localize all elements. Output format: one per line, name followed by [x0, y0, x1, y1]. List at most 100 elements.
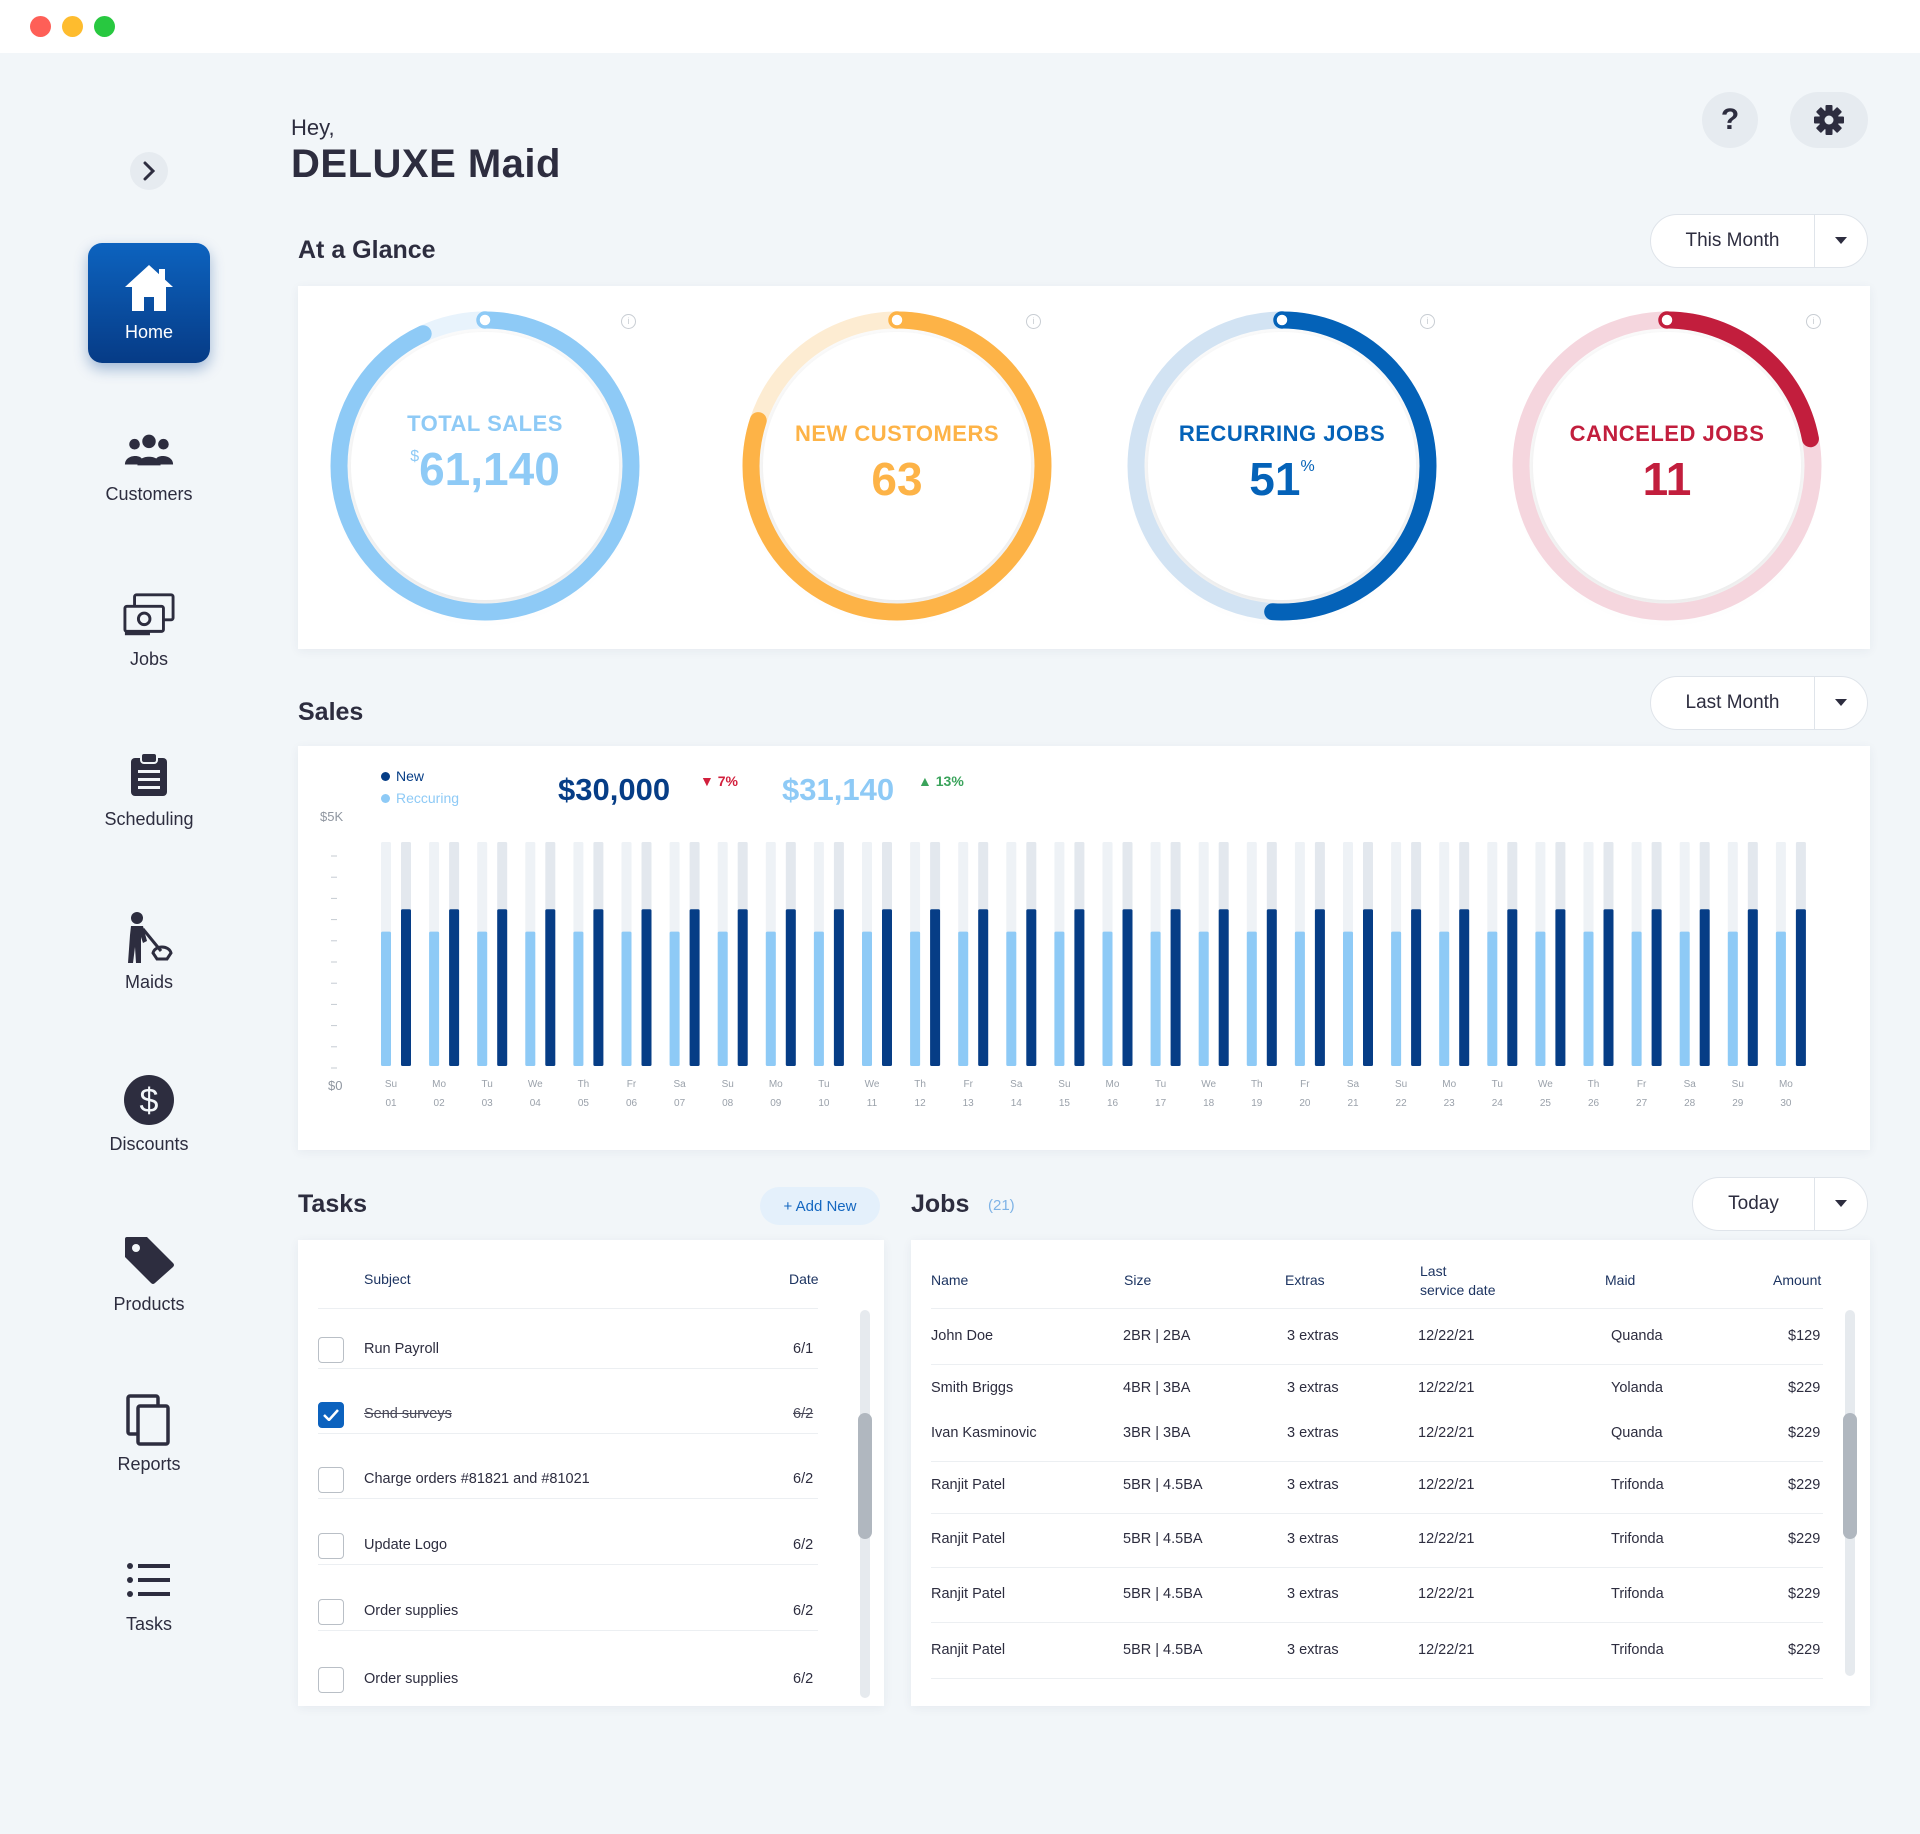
gauge-value: 51%: [1122, 452, 1442, 506]
task-checkbox[interactable]: [318, 1599, 344, 1625]
x-axis-date-label: 15: [1059, 1098, 1071, 1109]
job-name: Ranjit Patel: [931, 1477, 1006, 1493]
table-row[interactable]: [931, 1630, 1823, 1670]
new-bar: [1699, 909, 1710, 1066]
job-extras: 3 extras: [1287, 1425, 1339, 1441]
jobs-scrollbar-thumb[interactable]: [1843, 1413, 1857, 1539]
tasks-scrollbar-thumb[interactable]: [858, 1413, 872, 1539]
divider: [318, 1433, 818, 1434]
gauge-center: [351, 332, 619, 600]
task-subject[interactable]: Order supplies: [364, 1603, 459, 1619]
chevron-right-icon: [143, 161, 156, 181]
recurring-bar: [573, 931, 584, 1066]
x-axis-date-label: 05: [578, 1098, 590, 1109]
info-icon[interactable]: i: [1806, 314, 1821, 329]
sidebar-item-products[interactable]: Products: [88, 1215, 210, 1335]
sidebar-item-customers[interactable]: Customers: [88, 405, 210, 525]
new-bar: [1314, 909, 1325, 1066]
task-checkbox[interactable]: [318, 1667, 344, 1693]
jobs-title: Jobs: [911, 1190, 970, 1218]
task-subject[interactable]: Order supplies: [364, 1671, 459, 1687]
table-row[interactable]: [931, 1465, 1823, 1505]
new-bar: [785, 909, 796, 1066]
x-axis-day-label: Sa: [1347, 1079, 1360, 1090]
sidebar-item-home[interactable]: Home: [88, 243, 210, 363]
sales-title: Sales: [298, 698, 364, 726]
info-icon[interactable]: i: [621, 314, 636, 329]
business-name: DELUXE Maid: [291, 142, 561, 186]
add-task-button[interactable]: + Add New: [760, 1187, 880, 1225]
job-name: John Doe: [931, 1328, 994, 1344]
job-extras: 3 extras: [1287, 1328, 1339, 1344]
maximize-window-button[interactable]: [94, 16, 115, 37]
gauge-center: [1533, 332, 1801, 600]
recurring-bar: [1294, 931, 1305, 1066]
job-size: 5BR | 4.5BA: [1123, 1531, 1203, 1547]
info-icon[interactable]: i: [1026, 314, 1041, 329]
task-subject[interactable]: Charge orders #81821 and #81021: [364, 1471, 590, 1487]
table-row[interactable]: [931, 1519, 1823, 1559]
task-subject[interactable]: Run Payroll: [364, 1341, 439, 1357]
job-amount: $229: [1788, 1642, 1821, 1658]
recurring-bar: [1102, 931, 1113, 1066]
task-checkbox[interactable]: [318, 1533, 344, 1559]
tasks-subject-header: Subject: [364, 1271, 411, 1287]
sidebar-item-scheduling[interactable]: Scheduling: [88, 730, 210, 850]
table-row[interactable]: [931, 1316, 1823, 1356]
recurring-bar: [669, 931, 680, 1066]
divider: [318, 1368, 818, 1369]
glance-period-dropdown[interactable]: This Month: [1650, 214, 1868, 268]
canceled-jobs-gauge: CANCELED JOBS 11: [1507, 306, 1827, 626]
help-button[interactable]: ?: [1702, 92, 1758, 148]
gauge-title: NEW CUSTOMERS: [794, 421, 1000, 446]
sidebar-item-discounts[interactable]: $ Discounts: [88, 1055, 210, 1175]
task-subject[interactable]: Send surveys: [364, 1406, 452, 1422]
sales-period-dropdown[interactable]: Last Month: [1650, 676, 1868, 730]
job-amount: $229: [1788, 1531, 1821, 1547]
sales-bar-chart: Su 01 Mo 02 Tu 03 We 04 Th 05 Fr 06 Sa 07 Su 08 Mo 09 Tu 10…: [331, 842, 1806, 1109]
sidebar-item-tasks[interactable]: Tasks: [88, 1535, 210, 1655]
recurring-bar: [1775, 931, 1786, 1066]
task-checkbox[interactable]: [318, 1337, 344, 1363]
jobs-period-dropdown[interactable]: Today: [1692, 1177, 1868, 1231]
sidebar-item-maids[interactable]: Maids: [88, 893, 210, 1013]
recurring-bar: [1150, 931, 1161, 1066]
sidebar-expand-button[interactable]: [130, 152, 168, 190]
sidebar-item-jobs[interactable]: Jobs: [88, 570, 210, 690]
x-axis-date-label: 08: [722, 1098, 734, 1109]
divider: [318, 1564, 818, 1565]
table-row[interactable]: [931, 1368, 1823, 1408]
percent-suffix: %: [1300, 458, 1315, 475]
task-date: 6/2: [793, 1471, 814, 1487]
table-row[interactable]: [931, 1413, 1823, 1453]
legend-new: New: [381, 768, 424, 784]
sidebar-item-reports[interactable]: Reports: [88, 1375, 210, 1495]
job-name: Ivan Kasminovic: [931, 1425, 1037, 1441]
recurring-bar: [1006, 931, 1017, 1066]
job-maid: Trifonda: [1611, 1477, 1664, 1493]
caret-down-icon: [1815, 1200, 1867, 1208]
recurring-bar: [1487, 931, 1498, 1066]
gauge-value: $61,140: [325, 442, 645, 496]
job-last-service-date: 12/22/21: [1418, 1586, 1475, 1602]
settings-button[interactable]: [1790, 92, 1868, 148]
jobs-maid-header: Maid: [1605, 1272, 1636, 1288]
job-size: 5BR | 4.5BA: [1123, 1586, 1203, 1602]
new-bar: [545, 909, 556, 1066]
x-axis-date-label: 28: [1684, 1098, 1696, 1109]
minimize-window-button[interactable]: [62, 16, 83, 37]
jobs-last-service-header-line2: service date: [1420, 1282, 1496, 1298]
task-checkbox[interactable]: [318, 1402, 344, 1428]
job-maid: Yolanda: [1611, 1380, 1663, 1396]
info-icon[interactable]: i: [1420, 314, 1435, 329]
table-row[interactable]: [931, 1574, 1823, 1614]
sidebar-item-label: Discounts: [109, 1133, 189, 1154]
x-axis-date-label: 12: [915, 1098, 927, 1109]
task-subject[interactable]: Update Logo: [364, 1537, 448, 1553]
divider: [931, 1513, 1823, 1514]
x-axis-date-label: 24: [1492, 1098, 1504, 1109]
task-checkbox[interactable]: [318, 1467, 344, 1493]
close-window-button[interactable]: [30, 16, 51, 37]
x-axis-day-label: Mo: [769, 1079, 783, 1090]
recurring-bar: [1343, 931, 1353, 1066]
